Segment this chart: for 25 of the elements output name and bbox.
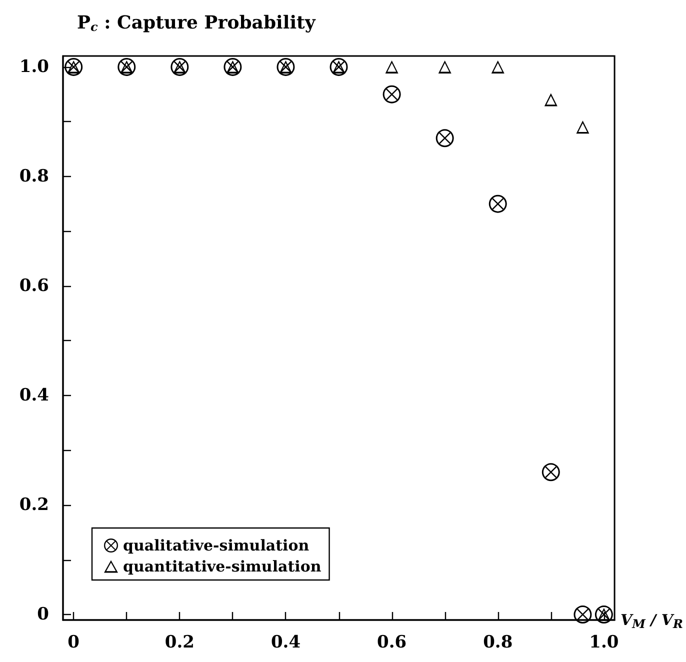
point [385,60,398,74]
y-tick-label: 0.2 [19,495,49,516]
y-tick-label: 0.4 [19,385,50,406]
x-tick-label: 0.2 [164,632,194,652]
point [491,60,504,74]
x-tick-label: 0.8 [483,632,513,652]
x-tick-label: 0.6 [377,632,407,652]
point [574,606,592,624]
point [382,85,401,104]
y-tick-label: 0.6 [19,276,49,296]
point [436,129,454,148]
x-tick-label: 1.0 [589,632,619,652]
x-tick-label: 0.4 [270,632,301,652]
legend-label: quantitative-simulation [123,558,322,576]
y-tick-label: 0.8 [19,166,49,186]
point [544,93,558,106]
point [576,120,590,134]
y-tick-label: 0 [37,604,50,625]
y-tick-label: 1.0 [19,56,50,77]
point [488,194,507,213]
legend-label: qualitative-simulation [123,536,310,554]
x-tick-label: 0 [68,632,80,652]
chart-title: Pc : Capture Probability [77,12,316,34]
point [438,60,452,74]
point [542,463,560,482]
